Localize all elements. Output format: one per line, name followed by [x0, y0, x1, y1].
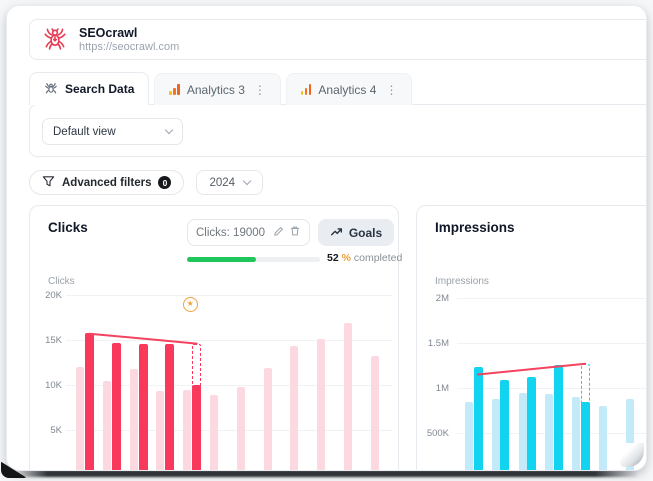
spider-logo-icon	[42, 24, 68, 56]
clicks-axis-label: Clicks	[48, 276, 75, 287]
bar-previous-period[interactable]	[625, 398, 634, 470]
tab-label: Search Data	[65, 82, 135, 96]
goal-input-value: Clicks: 19000	[196, 226, 266, 239]
bar-previous-period[interactable]	[344, 322, 352, 470]
bar-previous-period[interactable]	[129, 368, 138, 470]
analytics-bars-icon	[300, 84, 312, 95]
site-identity: SEOcrawl https://seocrawl.com	[79, 26, 179, 53]
clicks-card: Clicks Clicks: 19000 Goals	[29, 205, 403, 470]
bar-current-period[interactable]	[192, 385, 202, 470]
y-tick-label: 2M	[435, 293, 449, 304]
spider-icon	[44, 81, 58, 98]
filters-row: Advanced filters 0 2024	[29, 170, 264, 195]
site-name: SEOcrawl	[79, 26, 138, 40]
clicks-card-title: Clicks	[48, 220, 88, 235]
gridline	[66, 385, 392, 386]
bar-projected[interactable]	[192, 343, 202, 389]
bar-previous-period[interactable]	[76, 367, 84, 470]
tab-bar: Search Data Analytics 3 ⋮ Analytics 4 ⋮	[29, 72, 413, 105]
view-select-value: Default view	[53, 125, 116, 138]
y-tick-label: 20K	[45, 290, 62, 301]
bar-previous-period[interactable]	[210, 394, 218, 470]
page-drop-shadow	[16, 470, 639, 477]
goals-button-label: Goals	[348, 225, 383, 240]
bar-current-period[interactable]	[500, 379, 510, 470]
bar-current-period[interactable]	[138, 343, 148, 470]
bar-current-period[interactable]	[527, 377, 537, 470]
site-header: SEOcrawl https://seocrawl.com	[29, 19, 646, 60]
bar-current-period[interactable]	[473, 367, 483, 470]
impressions-card-title: Impressions	[435, 220, 515, 235]
chevron-down-icon	[164, 125, 174, 135]
trash-icon[interactable]	[289, 225, 301, 240]
bar-current-period[interactable]	[111, 342, 121, 470]
star-icon	[182, 296, 198, 312]
pencil-icon[interactable]	[273, 225, 285, 240]
impressions-chart: 2M 1.5M 1M 500K	[417, 206, 646, 470]
tab-analytics-3[interactable]: Analytics 3 ⋮	[154, 73, 281, 105]
bar-previous-period[interactable]	[183, 389, 192, 470]
bar-previous-period[interactable]	[545, 394, 554, 470]
goal-input[interactable]: Clicks: 19000	[187, 219, 310, 246]
gridline	[66, 340, 392, 341]
bar-previous-period[interactable]	[465, 401, 473, 470]
advanced-filters-button[interactable]: Advanced filters 0	[29, 170, 185, 195]
gridline	[457, 343, 646, 344]
gridline	[66, 430, 392, 431]
analytics-bars-icon	[169, 84, 180, 95]
tab-search-data[interactable]: Search Data	[29, 72, 150, 105]
trend-up-icon	[330, 225, 343, 241]
bar-previous-period[interactable]	[156, 391, 165, 470]
y-tick-label: 5K	[50, 425, 62, 436]
tab-menu-icon[interactable]: ⋮	[385, 82, 398, 97]
year-value: 2024	[209, 176, 236, 189]
goal-progress-fill	[187, 257, 257, 262]
goal-progress-text: 52 % completed	[327, 252, 403, 264]
y-tick-label: 500K	[426, 428, 449, 439]
chevron-down-icon	[242, 176, 252, 186]
bar-previous-period[interactable]	[290, 346, 299, 470]
tab-analytics-4[interactable]: Analytics 4 ⋮	[285, 73, 413, 105]
bar-previous-period[interactable]	[236, 386, 245, 470]
y-tick-label: 1.5M	[427, 338, 449, 349]
impressions-axis-label: Impressions	[435, 276, 489, 287]
bar-current-period[interactable]	[85, 332, 94, 470]
bar-previous-period[interactable]	[317, 339, 326, 470]
bar-current-period[interactable]	[553, 364, 563, 470]
page-curl-left	[1, 461, 27, 478]
bar-previous-period[interactable]	[572, 397, 581, 470]
y-tick-label: 1M	[435, 383, 449, 394]
gridline	[457, 298, 646, 299]
year-select[interactable]: 2024	[196, 170, 264, 195]
gridline	[457, 388, 646, 389]
tab-label: Analytics 4	[318, 82, 377, 97]
bar-previous-period[interactable]	[599, 406, 607, 470]
goal-progress-bar	[187, 257, 320, 262]
goals-button[interactable]: Goals	[318, 219, 394, 246]
bar-current-period[interactable]	[165, 344, 175, 470]
site-url: https://seocrawl.com	[79, 41, 180, 53]
bar-previous-period[interactable]	[491, 398, 500, 470]
clicks-chart: 20K 15K 10K 5K	[30, 206, 398, 470]
y-tick-label: 15K	[45, 335, 62, 346]
bar-previous-period[interactable]	[102, 381, 111, 470]
y-tick-label: 10K	[45, 380, 62, 391]
bar-previous-period[interactable]	[518, 392, 527, 470]
tab-menu-icon[interactable]: ⋮	[253, 82, 266, 97]
bar-previous-period[interactable]	[263, 367, 272, 470]
advanced-filters-label: Advanced filters	[62, 176, 152, 189]
filters-count-badge: 0	[158, 176, 172, 189]
funnel-icon	[42, 175, 55, 191]
bar-previous-period[interactable]	[370, 356, 379, 470]
bar-current-period[interactable]	[580, 402, 590, 470]
tab-label: Analytics 3	[186, 82, 245, 97]
view-select[interactable]: Default view	[42, 118, 183, 145]
view-selector-panel: Default view	[29, 104, 646, 157]
bar-projected[interactable]	[580, 363, 590, 407]
dashboard-page: SEOcrawl https://seocrawl.com Search Dat…	[6, 5, 647, 471]
impressions-card: Impressions Impressions 2M 1.5M 1M 500K	[416, 205, 646, 470]
gridline	[66, 295, 392, 296]
